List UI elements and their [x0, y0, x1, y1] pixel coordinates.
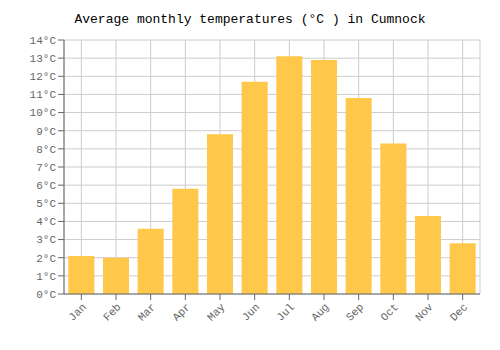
svg-text:5°C: 5°C	[36, 198, 56, 210]
svg-text:Apr: Apr	[170, 301, 192, 323]
svg-text:Feb: Feb	[101, 301, 123, 323]
svg-text:Aug: Aug	[309, 301, 331, 323]
svg-text:Jun: Jun	[240, 301, 262, 323]
svg-text:Dec: Dec	[448, 301, 470, 323]
svg-text:8°C: 8°C	[36, 144, 56, 156]
svg-text:Sep: Sep	[344, 301, 366, 323]
svg-text:1°C: 1°C	[36, 271, 56, 283]
svg-text:3°C: 3°C	[36, 234, 56, 246]
html-text:Average monthly temperatures (: Average monthly temperatures (°C ) in Cu…	[74, 12, 426, 27]
svg-text:Mar: Mar	[136, 301, 158, 323]
svg-text:6°C: 6°C	[36, 180, 56, 192]
svg-text:9°C: 9°C	[36, 126, 56, 138]
svg-text:Jul: Jul	[274, 301, 296, 323]
svg-text:May: May	[205, 301, 228, 324]
svg-text:Oct: Oct	[378, 301, 400, 323]
svg-text:2°C: 2°C	[36, 253, 56, 265]
svg-text:4°C: 4°C	[36, 216, 56, 228]
svg-text:0°C: 0°C	[36, 289, 56, 301]
svg-text:10°C: 10°C	[30, 107, 57, 119]
svg-text:Jan: Jan	[66, 301, 88, 323]
svg-text:11°C: 11°C	[30, 89, 57, 101]
svg-text:Nov: Nov	[413, 301, 436, 324]
svg-text:13°C: 13°C	[30, 53, 57, 65]
svg-text:14°C: 14°C	[30, 35, 57, 47]
svg-text:7°C: 7°C	[36, 162, 56, 174]
svg-text:12°C: 12°C	[30, 71, 57, 83]
